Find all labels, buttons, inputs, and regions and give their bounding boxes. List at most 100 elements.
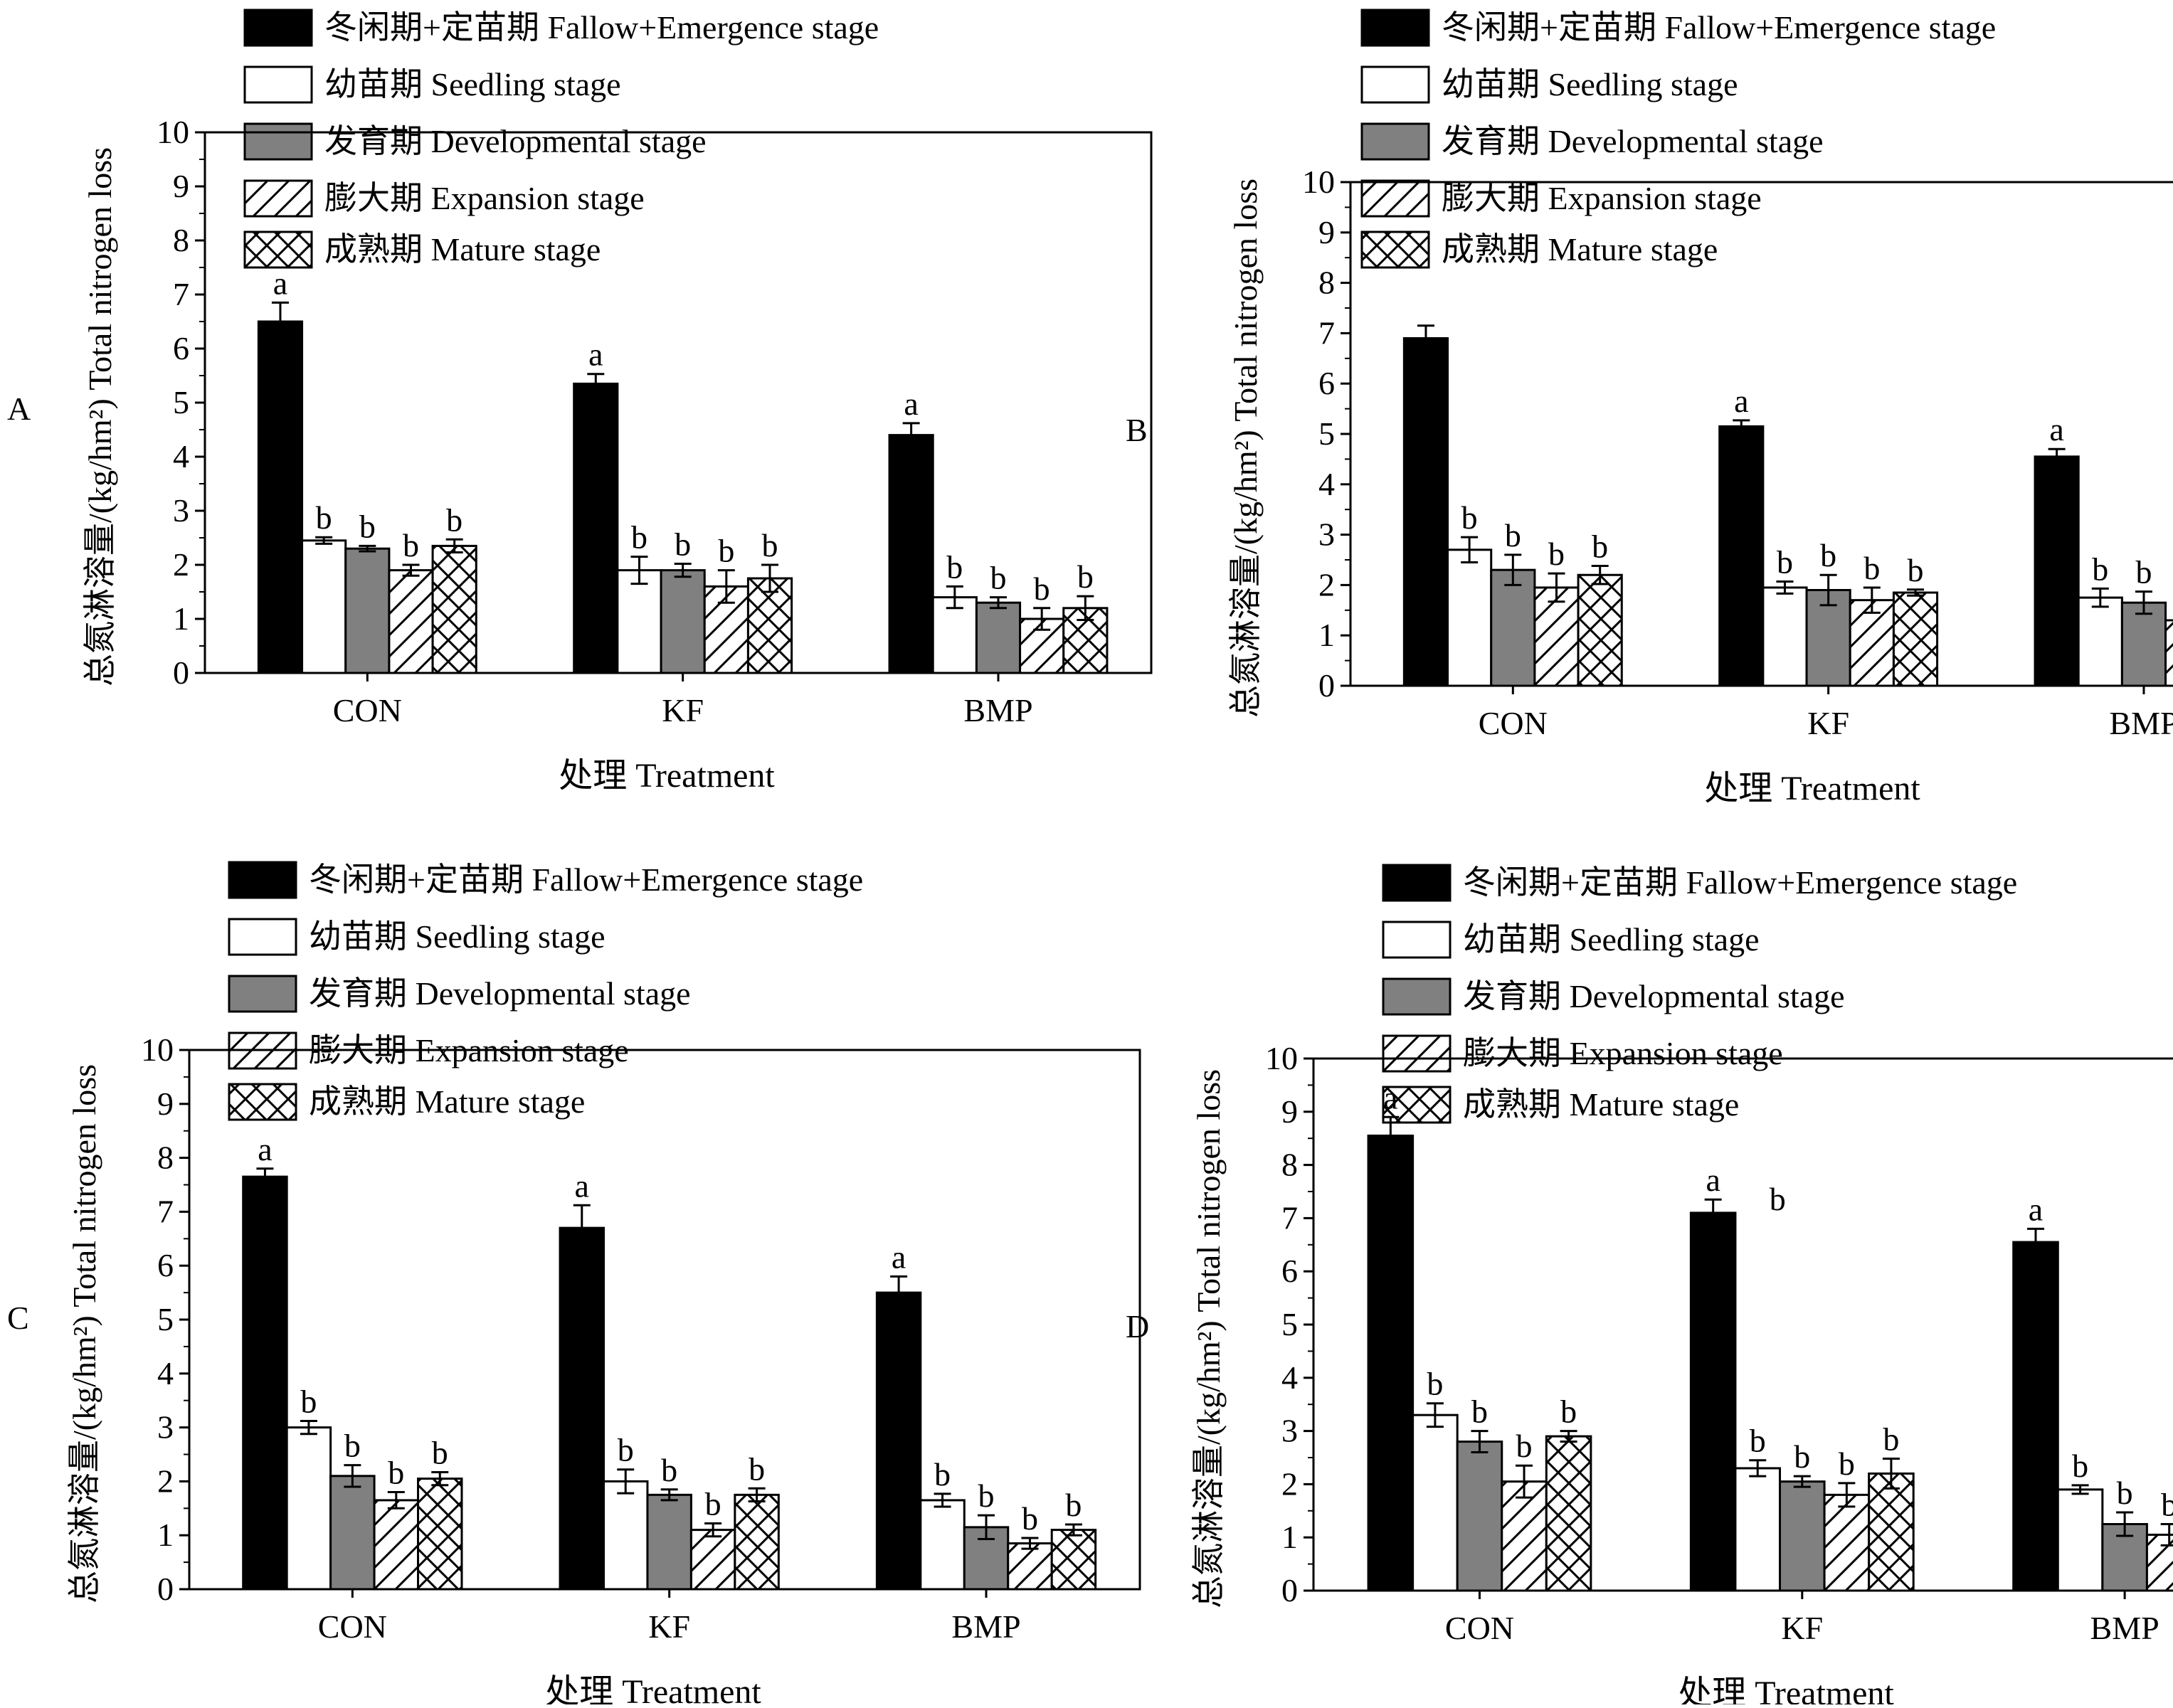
bar — [2164, 619, 2173, 687]
significance-label: b — [2072, 1448, 2088, 1484]
y-tick-label: 1 — [1281, 1519, 1298, 1555]
legend-swatch — [243, 230, 313, 269]
significance-label: b — [990, 560, 1006, 596]
significance-label: b — [446, 502, 462, 538]
y-axis-label: 总氮淋溶量/(kg/hm²) Total nitrogen loss — [82, 147, 118, 686]
legend-label: 幼苗期 Seedling stage — [309, 918, 606, 955]
legend-label: 成熟期 Mature stage — [309, 1083, 585, 1120]
y-tick-label: 7 — [157, 1193, 174, 1229]
significance-label: a — [892, 1238, 906, 1275]
bar — [919, 1499, 966, 1591]
significance-label: b — [631, 519, 647, 556]
legend-swatch — [1360, 9, 1430, 47]
y-tick-label: 8 — [1318, 265, 1335, 301]
legend-swatch — [1382, 977, 1452, 1016]
significance-label: b — [2117, 1475, 2133, 1511]
significance-label: a — [1706, 1162, 1720, 1198]
legend-swatch — [228, 861, 297, 899]
legend-label: 冬闲期+定苗期 Fallow+Emergence stage — [324, 9, 879, 46]
legend-label: 膨大期 Expansion stage — [324, 180, 645, 216]
bar — [431, 544, 477, 674]
bar — [734, 1493, 780, 1591]
x-axis-label: 处理 Treatment — [1678, 1675, 1894, 1704]
significance-label: a — [1734, 383, 1748, 419]
bar — [1367, 1134, 1415, 1592]
legend-label: 幼苗期 Seedling stage — [1442, 66, 1738, 102]
x-axis-label: 处理 Treatment — [1704, 770, 1920, 807]
significance-label: b — [718, 533, 734, 569]
bar — [573, 382, 619, 674]
y-tick-label: 6 — [157, 1247, 174, 1283]
significance-label: b — [946, 548, 963, 585]
significance-label: b — [1863, 550, 1880, 586]
y-tick-label: 1 — [173, 600, 189, 637]
bar — [660, 569, 706, 674]
legend: 冬闲期+定苗期 Fallow+Emergence stage 幼苗期 Seedli… — [243, 9, 879, 269]
significance-label: b — [1065, 1487, 1082, 1523]
legend-swatch — [1382, 921, 1452, 959]
bar — [975, 601, 1022, 674]
bar — [285, 1426, 332, 1591]
y-tick-label: 3 — [157, 1409, 174, 1446]
bar — [1456, 1441, 1503, 1592]
bar — [2120, 601, 2167, 687]
y-tick-label: 8 — [1281, 1147, 1298, 1183]
significance-label: b — [2135, 554, 2152, 590]
bar — [1402, 336, 1449, 687]
bar — [689, 1529, 736, 1591]
significance-label: b — [300, 1384, 317, 1420]
legend-label: 成熟期 Mature stage — [1463, 1086, 1739, 1123]
bar — [875, 1291, 922, 1591]
y-axis-label: 总氮淋溶量/(kg/hm²) Total nitrogen loss — [1190, 1069, 1227, 1608]
y-tick-label: 3 — [173, 492, 189, 529]
significance-label: b — [1471, 1394, 1488, 1430]
legend-swatch — [1360, 179, 1430, 218]
bar — [1779, 1480, 1826, 1592]
bar — [963, 1526, 1010, 1591]
legend: 冬闲期+定苗期 Fallow+Emergence stage 幼苗期 Seedli… — [1382, 864, 2017, 1124]
significance-label: b — [978, 1478, 995, 1514]
y-tick-label: 10 — [1265, 1040, 1298, 1076]
chart-panel-d: D 冬闲期+定苗期 Fallow+Emergence stage 幼苗期 Seedl… — [1126, 864, 2173, 1708]
y-tick-label: 3 — [1281, 1413, 1298, 1449]
x-tick-label: BMP — [951, 1608, 1020, 1645]
significance-label: b — [344, 1428, 361, 1464]
y-tick-label: 5 — [1281, 1306, 1298, 1342]
y-tick-label: 6 — [1281, 1253, 1298, 1289]
bar — [1545, 1435, 1592, 1592]
bar — [301, 539, 347, 674]
legend-swatch — [1360, 122, 1430, 161]
significance-label: b — [1022, 1500, 1038, 1537]
significance-label: b — [1034, 571, 1050, 607]
bar — [1718, 425, 1765, 687]
y-tick-label: 5 — [173, 384, 189, 420]
significance-label: b — [1077, 558, 1094, 595]
legend-label: 发育期 Developmental stage — [1463, 978, 1845, 1014]
significance-label: b — [1516, 1428, 1533, 1464]
y-tick-label: 4 — [157, 1355, 174, 1391]
legend-swatch — [243, 9, 313, 47]
legend-label: 冬闲期+定苗期 Fallow+Emergence stage — [1442, 9, 1996, 46]
y-tick-label: 9 — [1281, 1093, 1298, 1130]
significance-label: b — [705, 1486, 721, 1522]
x-tick-label: KF — [1807, 705, 1849, 741]
bar — [1892, 591, 1939, 687]
significance-label: a — [2049, 411, 2063, 447]
significance-label: b — [1427, 1366, 1443, 1402]
bar — [1007, 1542, 1053, 1591]
y-tick-label: 3 — [1318, 516, 1335, 553]
bar — [1533, 586, 1580, 687]
significance-label: b — [403, 527, 419, 563]
bar — [559, 1226, 605, 1591]
bar — [2034, 455, 2080, 687]
legend-swatch — [1360, 230, 1430, 269]
x-tick-label: CON — [1479, 705, 1548, 741]
significance-label: b — [1548, 536, 1565, 572]
legend-swatch — [243, 65, 313, 104]
bar — [1577, 573, 1623, 687]
significance-label: a — [588, 336, 603, 373]
significance-label: b — [934, 1456, 951, 1492]
x-tick-label: BMP — [963, 692, 1032, 728]
y-tick-label: 9 — [1318, 214, 1335, 250]
